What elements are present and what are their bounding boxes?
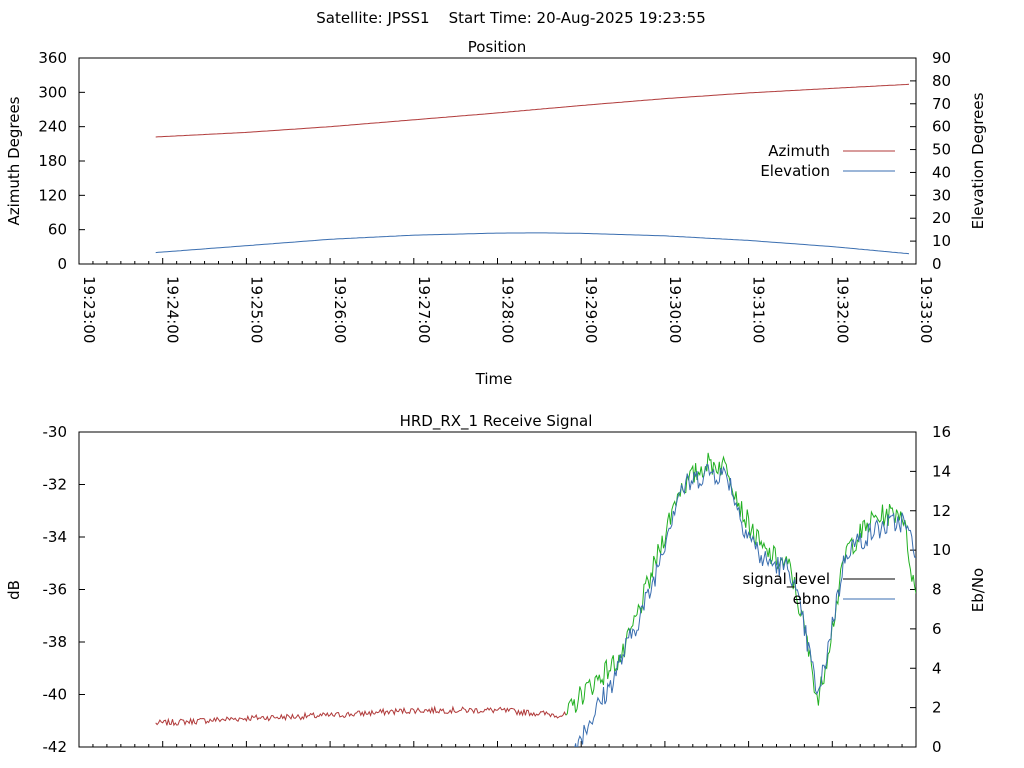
- signal-y-tick-label: -36: [43, 581, 68, 599]
- position-y-tick-label: 300: [38, 83, 67, 101]
- signal-level-series-line: [155, 705, 567, 727]
- signal-y-tick-label: -34: [43, 528, 68, 546]
- position-y2-tick-label: 80: [932, 72, 951, 90]
- position-y2-tick-label: 90: [932, 49, 951, 67]
- signal-y2-tick-label: 10: [932, 541, 951, 559]
- position-x-tick-label: 19:23:00: [80, 276, 98, 343]
- position-x-tick-label: 19:29:00: [582, 276, 600, 343]
- position-y2-tick-label: 10: [932, 232, 951, 250]
- position-y2-tick-label: 60: [932, 118, 951, 136]
- position-y-tick-label: 180: [38, 152, 67, 170]
- position-x-tick-label: 19:32:00: [833, 276, 851, 343]
- position-legend: Azimuth Elevation: [760, 142, 895, 180]
- signal-y2-tick-label: 0: [932, 738, 942, 756]
- signal-chart-title: HRD_RX_1 Receive Signal: [400, 412, 593, 431]
- position-y2-tick-label: 30: [932, 186, 951, 204]
- position-y2-tick-label: 50: [932, 141, 951, 159]
- position-y-tick-label: 60: [48, 221, 67, 239]
- signal-y2-tick-label: 16: [932, 423, 951, 441]
- legend-label-ebno: ebno: [793, 590, 830, 608]
- legend-label-elevation: Elevation: [760, 162, 830, 180]
- signal-y2-tick-label: 14: [932, 462, 951, 480]
- azimuth-series-line: [155, 83, 910, 138]
- signal-y2-axis-label: Eb/No: [969, 568, 987, 612]
- signal-chart: HRD_RX_1 Receive Signal dB Eb/No -30 -32 -…: [5, 412, 987, 756]
- position-x-tick-label: 19:26:00: [331, 276, 349, 343]
- signal-y2-tick-label: 8: [932, 581, 942, 599]
- page-title: Satellite: JPSS1 Start Time: 20-Aug-2025…: [316, 9, 706, 27]
- signal-y2-tick-label: 12: [932, 502, 951, 520]
- signal-plot-frame: [78, 431, 917, 748]
- signal-y2-tick-label: 4: [932, 659, 942, 677]
- signal-y-tick-label: -40: [43, 686, 68, 704]
- signal-y-tick-label: -30: [43, 423, 68, 441]
- position-y-axis-label: Azimuth Degrees: [5, 96, 23, 225]
- legend-label-signal-level: signal_level: [742, 570, 830, 589]
- position-x-axis-label: Time: [475, 370, 513, 388]
- signal-level-series-line-high: [565, 452, 916, 716]
- position-y-tick-label: 0: [57, 255, 67, 273]
- position-chart-title: Position: [468, 38, 526, 56]
- signal-y-tick-label: -38: [43, 633, 68, 651]
- position-y2-tick-label: 0: [932, 255, 942, 273]
- position-y-tick-label: 240: [38, 118, 67, 136]
- signal-y-tick-label: -32: [43, 476, 68, 494]
- position-y-tick-label: 360: [38, 49, 67, 67]
- signal-y-tick-label: -42: [43, 738, 68, 756]
- position-x-tick-label: 19:30:00: [666, 276, 684, 343]
- position-chart: Position Azimuth Degrees Elevation Degre…: [5, 38, 987, 388]
- position-x-tick-label: 19:24:00: [164, 276, 182, 343]
- position-x-tick-label: 19:31:00: [750, 276, 768, 343]
- position-y2-tick-label: 20: [932, 209, 951, 227]
- legend-label-azimuth: Azimuth: [768, 142, 830, 160]
- position-x-tick-label: 19:27:00: [415, 276, 433, 343]
- position-x-tick-label: 19:28:00: [499, 276, 517, 343]
- ebno-series-line: [574, 463, 916, 747]
- position-x-tick-label: 19:25:00: [247, 276, 265, 343]
- position-x-tick-label: 19:33:00: [917, 276, 935, 343]
- signal-y2-tick-label: 6: [932, 620, 942, 638]
- position-y2-tick-label: 40: [932, 163, 951, 181]
- elevation-series-line: [155, 232, 910, 255]
- position-y2-tick-label: 70: [932, 95, 951, 113]
- signal-y2-tick-label: 2: [932, 699, 942, 717]
- signal-y-axis-label: dB: [5, 580, 23, 600]
- position-y2-axis-label: Elevation Degrees: [969, 92, 987, 229]
- position-y-tick-label: 120: [38, 186, 67, 204]
